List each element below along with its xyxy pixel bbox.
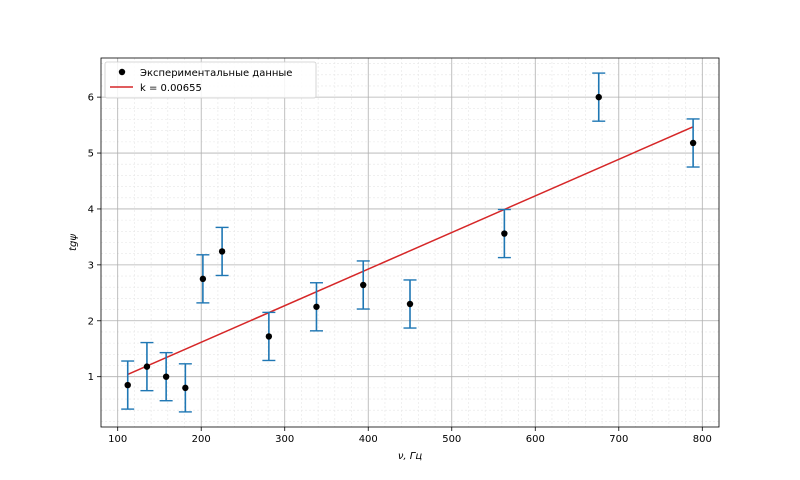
- major-grid: [101, 58, 719, 427]
- data-point: [689, 139, 697, 147]
- x-tick-label: 500: [442, 434, 461, 445]
- data-point: [360, 281, 367, 289]
- y-tick-label: 3: [88, 260, 94, 271]
- y-tick-label: 4: [88, 204, 94, 215]
- x-tick-label: 600: [526, 434, 545, 445]
- legend-marker-points: [118, 68, 126, 76]
- data-point: [313, 303, 320, 310]
- y-tick-label: 6: [88, 93, 94, 104]
- plot-frame: [100, 57, 720, 428]
- legend-box: [104, 61, 317, 99]
- y-tick-label: 1: [88, 372, 94, 383]
- legend: Экспериментальные данные k = 0.00655: [104, 61, 317, 99]
- legend-label-line: k = 0.00655: [140, 83, 202, 94]
- x-tick-label: 200: [192, 434, 211, 445]
- x-tick-label: 700: [609, 434, 628, 445]
- x-tick-label: 800: [693, 434, 712, 445]
- x-tick-label: 400: [359, 434, 378, 445]
- y-tick-label: 2: [88, 316, 94, 327]
- data-point: [501, 230, 508, 237]
- data-point: [182, 384, 189, 392]
- x-axis-ticks: 100 200 300 400 500 600 700 800: [108, 427, 712, 445]
- data-point: [406, 300, 414, 308]
- data-point: [143, 363, 151, 370]
- legend-label-points: Экспериментальные данные: [140, 68, 292, 79]
- y-tick-label: 5: [88, 149, 94, 160]
- data-point: [265, 333, 273, 340]
- x-tick-label: 100: [108, 434, 127, 445]
- data-point: [595, 93, 602, 101]
- y-axis-label: tgψ: [68, 234, 79, 251]
- data-point: [218, 248, 226, 255]
- data-point: [199, 275, 207, 283]
- data-point: [162, 373, 170, 380]
- fit-line-layer: [127, 126, 694, 376]
- x-axis-label: ν, Гц: [398, 451, 423, 462]
- points-layer: [124, 93, 697, 392]
- data-point: [124, 381, 131, 389]
- minor-grid: [100, 58, 720, 427]
- x-tick-label: 300: [275, 434, 294, 445]
- fit-line: [127, 126, 694, 376]
- y-axis-ticks: 1 2 3 4 5 6: [88, 93, 101, 383]
